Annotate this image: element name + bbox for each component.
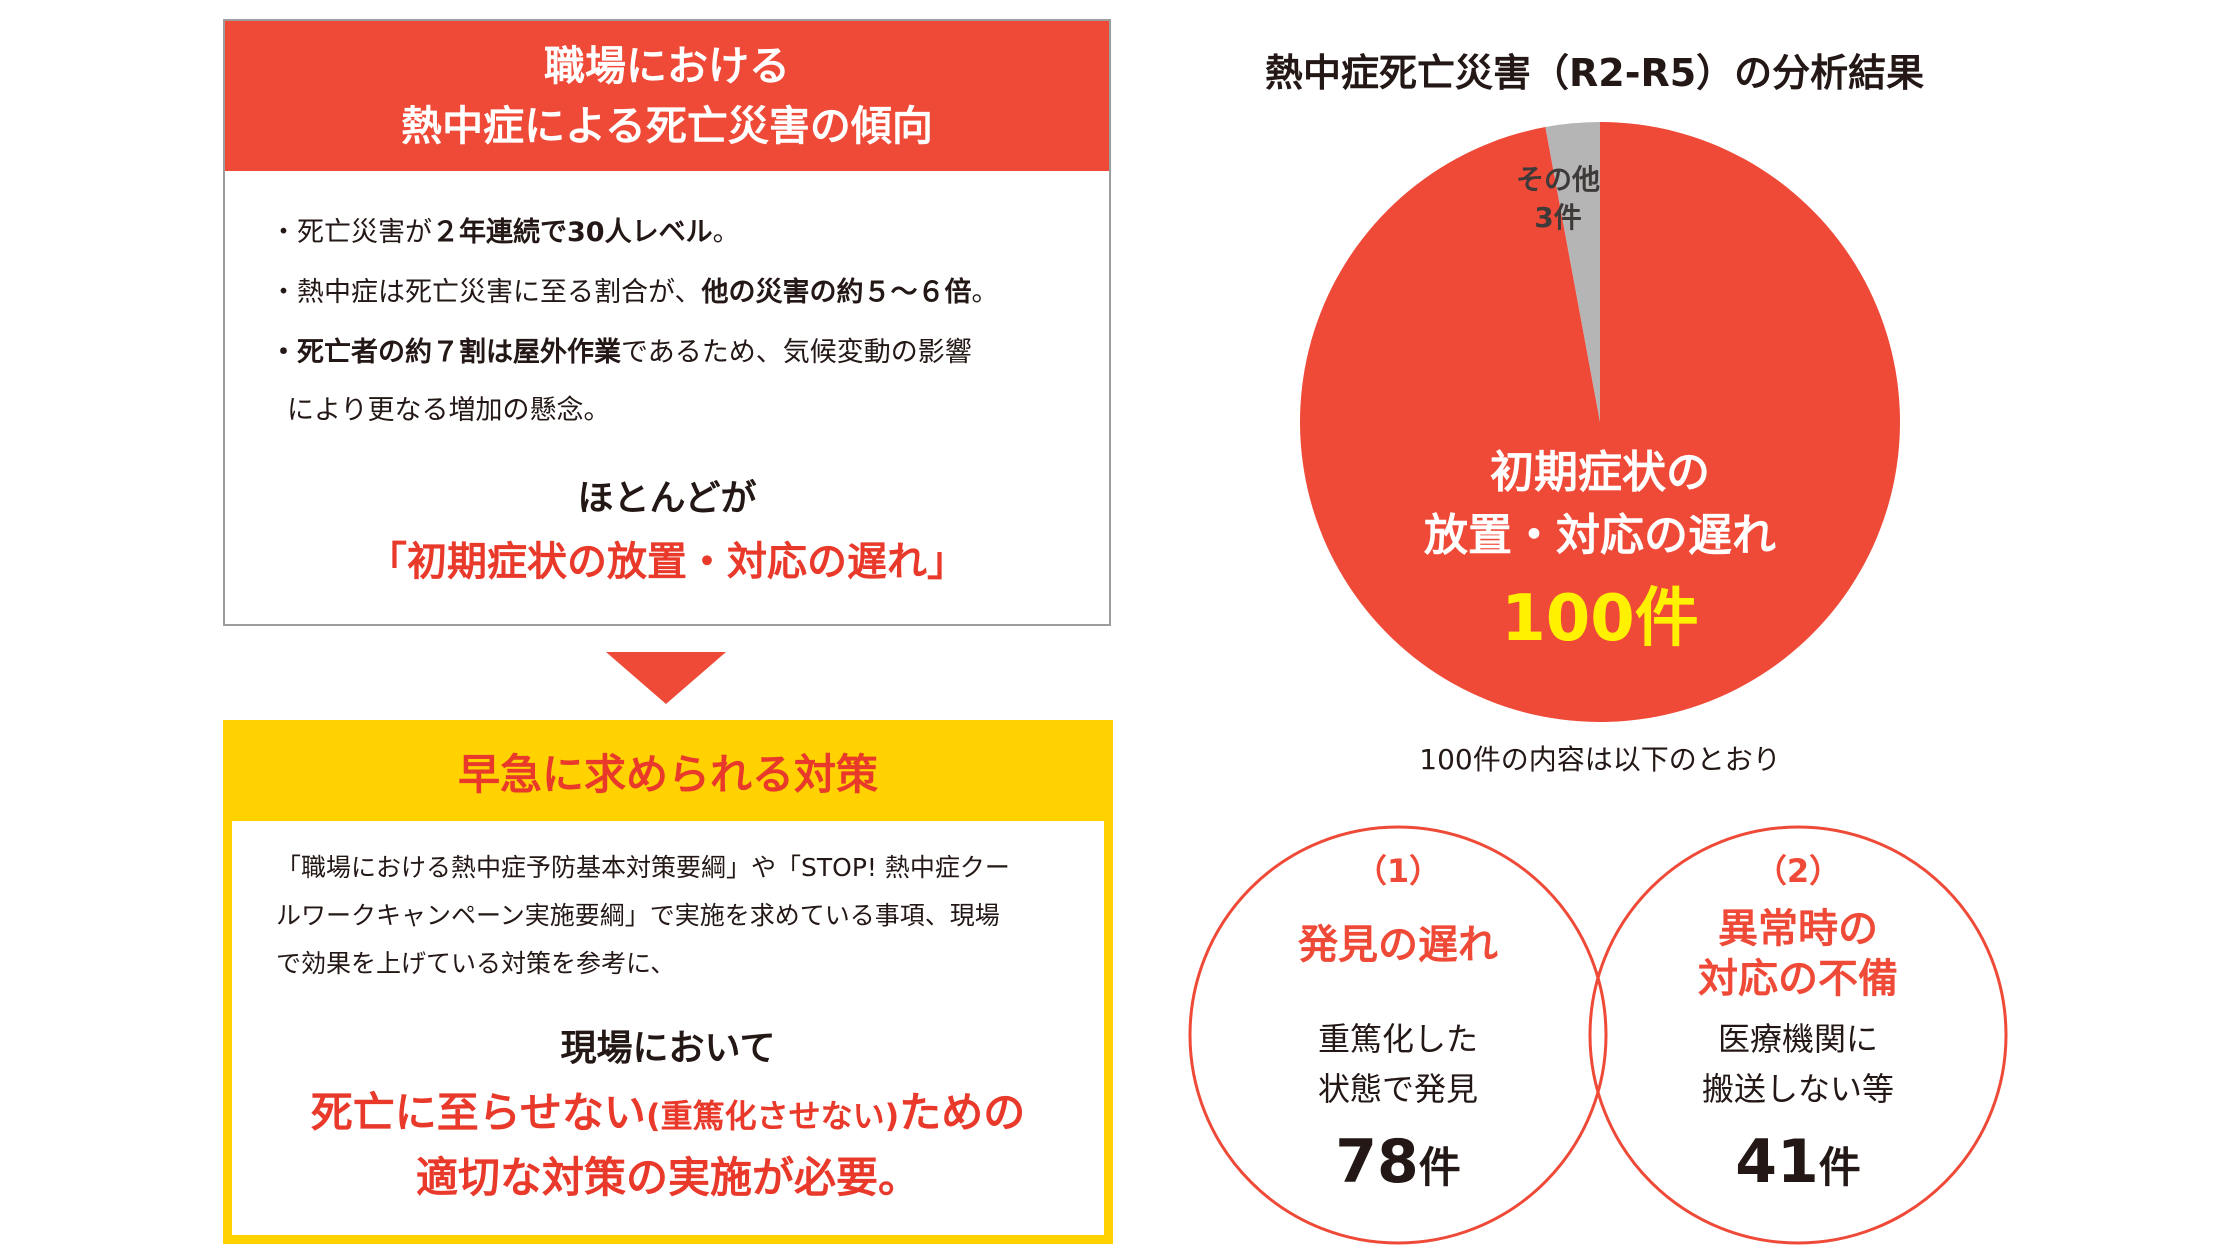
trend-panel: 職場における 熱中症による死亡災害の傾向 ・死亡災害が２年連続で30人レベル。 … xyxy=(223,19,1111,626)
pie-slice-initial-symptoms xyxy=(1300,122,1900,722)
bullet-1-emphasis: ２年連続で30人レベル xyxy=(432,217,713,248)
measures-lead: 現場において xyxy=(560,1028,776,1069)
bullet-1-end: 。 xyxy=(712,217,740,248)
conclusion-lead: ほとんどが xyxy=(577,478,757,519)
bullet-3-particle: は xyxy=(486,337,513,368)
bullet-2-end: 。 xyxy=(971,277,999,308)
bullet-3: ・死亡者の約７割は屋外作業であるため、気候変動の影響 xyxy=(270,333,972,373)
bullet-2-text: ・熱中症は死亡災害に至る割合が、 xyxy=(270,277,702,308)
measures-panel: 早急に求められる対策 「職場における熱中症予防基本対策要綱」や「STOP! 熱中… xyxy=(223,720,1113,1244)
breakdown-1-desc-line2: 状態で発見 xyxy=(1318,1070,1478,1108)
measures-main-part-a: 死亡に至らせない xyxy=(310,1088,646,1137)
measures-main-part-b: (重篤化させない) xyxy=(645,1097,900,1135)
trend-title-line2: 熱中症による死亡災害の傾向 xyxy=(401,102,933,150)
bullet-3-emphasis-1: 死亡者の約７割 xyxy=(297,337,486,368)
pie-note: 100件の内容は以下のとおり xyxy=(1419,743,1781,776)
bullet-3-emphasis-2: 屋外作業 xyxy=(513,337,621,368)
breakdown-1-count-group: 78件 xyxy=(1335,1127,1461,1197)
breakdown-2-title-line1: 異常時の xyxy=(1718,906,1878,952)
chart-title: 熱中症死亡災害（R2-R5）の分析結果 xyxy=(1265,51,1925,95)
breakdown-circle-1 xyxy=(1188,825,1608,1245)
bullet-1: ・死亡災害が２年連続で30人レベル。 xyxy=(270,213,740,253)
bullet-1-text: ・死亡災害が xyxy=(270,217,432,248)
breakdown-1-unit: 件 xyxy=(1419,1143,1461,1192)
breakdown-2-count-group: 41件 xyxy=(1735,1127,1861,1197)
breakdown-2-unit: 件 xyxy=(1819,1143,1861,1192)
breakdown-1-desc-line1: 重篤化した xyxy=(1318,1020,1478,1058)
measures-header: 早急に求められる対策 xyxy=(232,729,1104,821)
bullet-3-continuation: により更なる増加の懸念。 xyxy=(287,395,611,426)
conclusion-main: 「初期症状の放置・対応の遅れ」 xyxy=(367,539,967,585)
breakdown-circle-2 xyxy=(1588,825,2008,1245)
breakdown-diagram: （1） 発見の遅れ 重篤化した 状態で発見 78件 （2） 異常時の 対応の不備… xyxy=(1188,825,2008,1245)
measures-main-part-c: ための xyxy=(899,1088,1026,1137)
down-arrow-icon xyxy=(606,652,726,704)
pie-label-main-line1: 初期症状の xyxy=(1490,447,1710,498)
breakdown-2-number: （2） xyxy=(1755,852,1841,890)
bullet-2-emphasis: 他の災害の約５～６倍 xyxy=(701,277,972,308)
breakdown-2-title-line2: 対応の不備 xyxy=(1698,956,1898,1002)
breakdown-2-desc-line2: 搬送しない等 xyxy=(1702,1070,1894,1108)
bullet-3-text: であるため、気候変動の影響 xyxy=(621,337,972,368)
pie-label-main-value: 100件 xyxy=(1501,582,1699,656)
pie-chart: その他 3件 初期症状の 放置・対応の遅れ 100件 xyxy=(1300,122,1900,722)
trend-header: 職場における 熱中症による死亡災害の傾向 xyxy=(225,21,1109,171)
breakdown-1-count: 78 xyxy=(1335,1127,1419,1197)
breakdown-2-count: 41 xyxy=(1735,1127,1819,1197)
pie-slice-other xyxy=(1545,122,1600,422)
measures-body-line-3: で効果を上げている対策を参考に、 xyxy=(276,949,676,978)
breakdown-1-number: （1） xyxy=(1355,852,1441,890)
measures-body-line-2: ルワークキャンペーン実施要綱」で実施を求めている事項、現場 xyxy=(276,901,1000,930)
measures-body-line-1: 「職場における熱中症予防基本対策要綱」や「STOP! 熱中症クー xyxy=(276,853,1010,882)
bullet-2: ・熱中症は死亡災害に至る割合が、他の災害の約５～６倍。 xyxy=(270,273,998,313)
pie-label-other-name: その他 xyxy=(1516,163,1600,196)
bullet-3-dot: ・ xyxy=(270,337,297,368)
breakdown-1-title: 発見の遅れ xyxy=(1298,922,1498,968)
measures-main-line-2: 適切な対策の実施が必要。 xyxy=(415,1153,920,1202)
breakdown-2-desc-line1: 医療機関に xyxy=(1718,1020,1878,1058)
measures-main-line-1: 死亡に至らせない(重篤化させない)ための xyxy=(232,1079,1104,1140)
pie-label-main-line2: 放置・対応の遅れ xyxy=(1424,510,1776,561)
trend-title-line1: 職場における xyxy=(544,42,790,90)
pie-label-other-value: 3件 xyxy=(1534,201,1581,234)
